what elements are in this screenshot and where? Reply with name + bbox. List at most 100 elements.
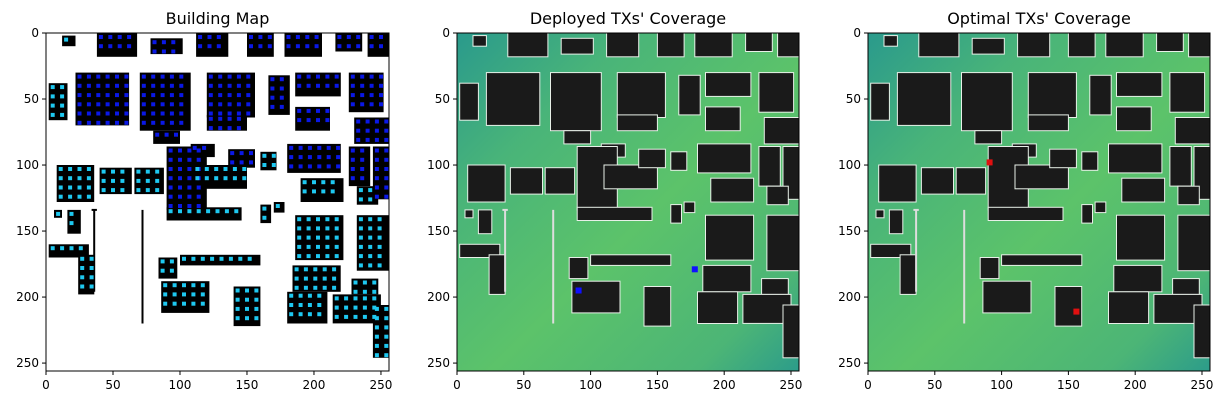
candidate-point bbox=[330, 180, 335, 185]
candidate-point bbox=[168, 209, 173, 214]
x-tick-label: 150 bbox=[646, 378, 669, 392]
candidate-point bbox=[374, 343, 379, 348]
candidate-point bbox=[384, 194, 389, 199]
candidate-point bbox=[377, 263, 382, 268]
candidate-point bbox=[306, 235, 311, 240]
candidate-point bbox=[160, 259, 165, 264]
candidate-point bbox=[316, 74, 320, 79]
candidate-point bbox=[235, 306, 240, 311]
candidate-point bbox=[374, 176, 379, 181]
building bbox=[974, 130, 1003, 145]
candidate-point bbox=[151, 83, 156, 88]
candidate-point bbox=[246, 74, 251, 79]
plot-area bbox=[868, 33, 1210, 371]
candidate-point bbox=[289, 312, 294, 317]
candidate-point bbox=[182, 301, 186, 306]
x-tick-label: 0 bbox=[453, 378, 461, 392]
building bbox=[1105, 33, 1144, 58]
candidate-point bbox=[56, 211, 61, 216]
panel-title: Building Map bbox=[166, 9, 270, 28]
candidate-point bbox=[200, 292, 205, 297]
candidate-point bbox=[368, 197, 373, 202]
building bbox=[459, 243, 501, 259]
candidate-point bbox=[297, 108, 302, 113]
candidate-point bbox=[105, 102, 110, 107]
building bbox=[1174, 117, 1210, 145]
building bbox=[656, 33, 685, 58]
building bbox=[694, 33, 733, 58]
candidate-point bbox=[50, 85, 55, 90]
candidate-point bbox=[230, 151, 235, 156]
buildings-layer bbox=[459, 33, 799, 359]
candidate-point bbox=[64, 37, 69, 42]
candidate-point bbox=[178, 185, 182, 190]
candidate-point bbox=[136, 169, 141, 174]
candidate-point bbox=[141, 83, 146, 88]
x-tick-label: 250 bbox=[370, 378, 393, 392]
candidate-point bbox=[171, 49, 176, 54]
candidate-point bbox=[289, 155, 294, 160]
candidate-point bbox=[218, 102, 223, 107]
candidate-point bbox=[236, 126, 241, 131]
candidate-point bbox=[214, 167, 219, 171]
candidate-point bbox=[77, 74, 82, 79]
candidate-point bbox=[279, 86, 284, 91]
buildings-layer bbox=[48, 33, 389, 358]
candidate-point bbox=[228, 256, 233, 261]
candidate-point bbox=[60, 246, 65, 251]
candidate-point bbox=[374, 194, 379, 199]
candidate-point bbox=[325, 235, 330, 240]
building bbox=[883, 35, 898, 47]
candidate-point bbox=[236, 74, 241, 79]
candidate-point bbox=[68, 167, 73, 171]
candidate-point bbox=[302, 180, 307, 185]
building bbox=[987, 206, 1064, 222]
candidate-point bbox=[245, 297, 249, 302]
candidate-point bbox=[377, 217, 382, 222]
building bbox=[758, 146, 781, 187]
candidate-point bbox=[115, 111, 119, 116]
candidate-point bbox=[362, 280, 367, 285]
candidate-point bbox=[196, 204, 201, 208]
candidate-point bbox=[377, 244, 382, 249]
candidate-point bbox=[306, 118, 311, 123]
transmitter-marker bbox=[575, 287, 582, 294]
candidate-point bbox=[353, 305, 358, 310]
candidate-point bbox=[68, 194, 73, 199]
candidate-point bbox=[86, 194, 91, 199]
candidate-point bbox=[204, 176, 209, 181]
building bbox=[896, 72, 952, 126]
candidate-point bbox=[369, 35, 374, 39]
candidate-point bbox=[160, 120, 165, 125]
candidate-point bbox=[369, 93, 374, 98]
candidate-point bbox=[353, 296, 358, 301]
candidate-point bbox=[307, 155, 312, 160]
candidate-point bbox=[208, 74, 213, 79]
candidate-point bbox=[316, 226, 320, 231]
candidate-point bbox=[358, 217, 363, 222]
y-tick-label: 0 bbox=[31, 26, 39, 40]
building bbox=[705, 214, 755, 261]
candidate-point bbox=[294, 276, 299, 281]
y-tick-label: 50 bbox=[435, 92, 450, 106]
candidate-point bbox=[358, 235, 363, 240]
candidate-point bbox=[377, 254, 382, 259]
panel-title: Deployed TXs' Coverage bbox=[530, 9, 726, 28]
candidate-point bbox=[332, 267, 337, 272]
candidate-point bbox=[358, 263, 363, 268]
candidate-point bbox=[198, 44, 203, 49]
candidate-point bbox=[200, 301, 205, 306]
x-tick-label: 100 bbox=[990, 378, 1013, 392]
candidate-point bbox=[334, 74, 339, 79]
candidate-point bbox=[182, 256, 186, 261]
candidate-point bbox=[96, 83, 101, 88]
candidate-point bbox=[101, 169, 106, 174]
candidate-points-layer bbox=[50, 35, 389, 358]
candidate-point bbox=[326, 145, 331, 150]
candidate-point bbox=[242, 167, 247, 171]
candidate-point bbox=[360, 167, 365, 171]
x-tick-label: 200 bbox=[303, 378, 326, 392]
candidate-point bbox=[245, 288, 249, 293]
candidate-point bbox=[384, 176, 389, 181]
candidate-point bbox=[254, 316, 259, 321]
